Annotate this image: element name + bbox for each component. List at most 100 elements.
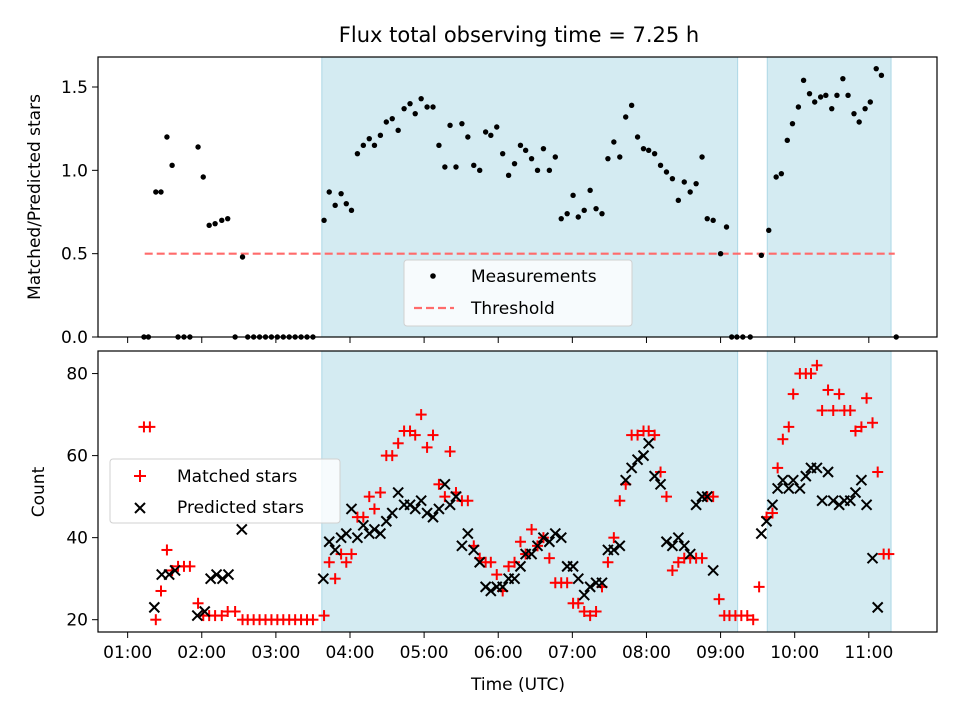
x-tick-label: 01:00: [103, 643, 152, 663]
predicted-star-point: [462, 527, 474, 540]
matched-star-point: [643, 425, 655, 437]
measurement-point: [834, 92, 840, 99]
predicted-star-point: [631, 454, 644, 466]
predicted-star-point: [537, 531, 550, 544]
x-tick-label: 06:00: [474, 643, 523, 663]
matched-star-point: [608, 532, 620, 544]
x-tick-label: 11:00: [844, 643, 893, 663]
predicted-star-point: [357, 519, 370, 532]
matched-star-point: [666, 564, 678, 576]
matched-star-point: [883, 548, 895, 560]
legend-predicted-label: Predicted stars: [177, 498, 304, 518]
matched-star-point: [572, 597, 584, 609]
top-y-axis-label: Matched/Predicted stars: [25, 94, 45, 300]
measurement-point: [442, 164, 448, 170]
matched-star-point: [861, 392, 873, 404]
measurement-point: [332, 202, 338, 209]
measurement-point: [366, 135, 372, 142]
top-axes-frame: [97, 56, 938, 338]
matched-star-point: [392, 437, 404, 449]
matched-star-point: [150, 614, 162, 626]
matched-star-point: [632, 429, 644, 441]
measurement-point: [488, 132, 494, 139]
y-tick-label: 1.0: [61, 161, 88, 181]
x-tick-label: 09:00: [696, 643, 745, 663]
measurement-point: [447, 122, 453, 129]
measurement-point: [829, 105, 835, 112]
measurement-point: [717, 250, 724, 257]
measurement-point: [704, 215, 710, 222]
bottom-legend-box: [109, 458, 341, 524]
predicted-star-point: [625, 462, 638, 474]
matched-star-point: [427, 429, 439, 441]
measurement-point: [784, 137, 790, 144]
y-tick-label: 80: [66, 365, 88, 385]
measurement-point: [371, 142, 378, 149]
predicted-star-point: [822, 466, 834, 478]
y-tick-label: 40: [66, 529, 88, 549]
predicted-star-point: [777, 474, 789, 486]
predicted-star-point: [608, 544, 620, 556]
matched-star-point: [323, 556, 335, 568]
matched-star-point: [747, 614, 759, 626]
measurement-point: [687, 189, 693, 195]
matched-star-point: [872, 466, 884, 478]
measurement-point: [640, 145, 647, 152]
matched-star-point: [602, 556, 614, 568]
matched-star-point: [696, 552, 708, 564]
top-legend: Measurements Threshold: [403, 259, 633, 327]
measurement-point: [611, 139, 617, 145]
measurement-point: [593, 205, 599, 212]
measurement-point: [856, 119, 862, 125]
predicted-star-point: [380, 515, 393, 527]
measurement-point: [499, 150, 506, 157]
measurement-point: [401, 105, 407, 112]
measurement-point: [212, 220, 218, 227]
predicted-star-point: [578, 589, 590, 601]
predicted-star-point: [648, 470, 661, 482]
measurement-point: [158, 189, 164, 195]
y-tick-label: 0.5: [61, 245, 88, 265]
bottom-count-points: [138, 359, 895, 626]
measurement-point: [206, 222, 212, 229]
predicted-star-point: [531, 540, 544, 552]
measurement-point: [795, 104, 802, 110]
measurement-point: [517, 142, 524, 149]
matched-star-point: [386, 450, 398, 462]
measurement-point: [511, 160, 518, 167]
predicted-star-point: [614, 540, 626, 552]
predicted-star-point: [427, 511, 439, 523]
measurement-point: [723, 224, 730, 230]
measurement-point: [823, 92, 829, 99]
measurement-point: [389, 115, 395, 122]
legend-predicted-marker: [134, 502, 146, 514]
predicted-star-point: [827, 495, 839, 507]
measurement-point: [758, 252, 765, 259]
matched-star-point: [368, 503, 380, 515]
predicted-star-point: [555, 531, 567, 544]
matched-star-point: [329, 573, 341, 585]
predicted-star-point: [421, 507, 433, 519]
predicted-star-point: [672, 531, 685, 544]
predicted-star-point: [567, 560, 579, 573]
matched-star-point: [561, 577, 573, 589]
matched-star-point: [777, 433, 789, 445]
matched-star-point: [816, 404, 828, 416]
measurement-point: [873, 65, 879, 72]
legend-measurements-label: Measurements: [471, 267, 597, 287]
measurement-point: [360, 142, 367, 149]
measurement-point: [164, 134, 170, 140]
measurement-point: [766, 227, 772, 234]
measurement-point: [418, 95, 424, 102]
matched-star-point: [229, 605, 241, 617]
measurement-point: [546, 167, 553, 174]
measurement-point: [552, 154, 558, 160]
predicted-star-point: [844, 495, 856, 507]
measurement-point: [424, 104, 430, 110]
matched-star-point: [462, 495, 474, 507]
measurement-point: [789, 120, 796, 127]
predicted-star-point: [317, 572, 330, 585]
top-y-ticks: 0.0 0.5 1.0 1.5: [61, 78, 98, 348]
matched-star-point: [822, 384, 834, 396]
measurement-point: [459, 120, 465, 127]
